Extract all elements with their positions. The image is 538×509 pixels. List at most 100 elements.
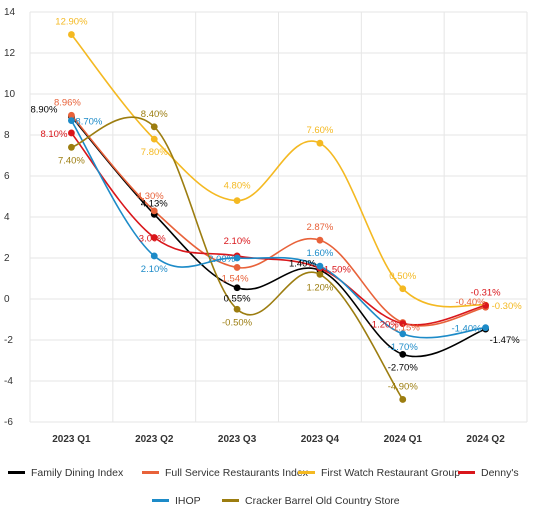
data-label: -4.90% [388,381,419,392]
data-label: -1.40% [451,324,482,335]
data-labels: 8.90% 4.13% 0.55% 1.40% -2.70% -1.47% 8.96% 4.3… [30,17,522,393]
data-point[interactable] [399,396,407,403]
data-point[interactable] [68,129,75,137]
x-axis-ticks: 2023 Q1 2023 Q2 2023 Q3 2023 Q4 2024 Q1 2024 … [52,434,505,445]
data-point[interactable] [150,207,158,215]
legend-item[interactable]: Denny's [458,467,519,479]
x-tick-label: 2023 Q1 [52,434,91,445]
data-label: 7.40% [58,155,85,166]
data-label: 2.10% [141,264,168,275]
legend-item[interactable]: IHOP [152,495,201,507]
data-label: -0.40% [455,297,486,308]
data-label: 8.90% [30,105,57,116]
data-point[interactable] [150,234,158,241]
data-label: -1.47% [490,335,521,346]
legend-label: First Watch Restaurant Group [321,467,460,479]
y-tick-label: -6 [4,417,13,428]
legend-swatch [298,471,315,474]
y-tick-label: -4 [4,376,13,387]
y-tick-label: -2 [4,335,13,346]
y-tick-label: 0 [4,294,10,305]
data-label: 4.80% [224,181,251,192]
data-label: 1.60% [306,248,333,259]
data-label: 3.00% [139,234,166,245]
legend-label: Denny's [481,467,519,479]
data-label: -0.30% [492,301,523,312]
data-label: 1.20% [306,282,333,293]
legend[interactable]: Family Dining Index Full Service Restaura… [8,467,519,507]
data-point[interactable] [68,143,75,151]
data-point[interactable] [399,285,407,293]
data-point[interactable] [399,320,407,327]
data-point[interactable] [316,271,324,278]
data-point[interactable] [399,330,407,338]
data-point[interactable] [150,135,158,143]
y-axis-ticks: 14 12 10 8 6 4 2 0 -2 -4 -6 [4,7,16,428]
y-tick-label: 4 [4,212,10,223]
data-label: 7.60% [306,125,333,136]
legend-item[interactable]: Family Dining Index [8,467,124,479]
data-label: 7.80% [141,147,168,158]
legend-label: IHOP [175,495,201,507]
data-label: 1.50% [324,264,351,275]
data-label: 8.10% [40,129,67,140]
data-point[interactable] [233,305,241,313]
data-point[interactable] [233,197,241,205]
data-label: -1.20% [369,320,400,331]
data-label: 12.90% [55,17,88,28]
data-label: 4.30% [137,191,164,202]
data-point[interactable] [233,264,241,271]
series-points [68,31,489,403]
data-label: 2.87% [306,222,333,233]
data-label: 1.54% [222,273,249,284]
series-line [70,132,486,326]
data-point[interactable] [316,139,324,147]
legend-label: Full Service Restaurants Index [165,467,309,479]
data-label: 0.50% [389,271,416,282]
legend-swatch [8,471,25,474]
y-tick-label: 2 [4,253,10,264]
data-label: 2.00% [208,254,235,265]
grid-layer [29,11,528,423]
y-tick-label: 6 [4,171,10,182]
legend-swatch [142,471,159,474]
data-point[interactable] [68,111,75,119]
data-label: -1.70% [388,342,419,353]
x-tick-label: 2024 Q2 [466,434,505,445]
data-point[interactable] [233,254,241,262]
data-label: 2.10% [224,236,251,247]
x-tick-label: 2023 Q3 [218,434,257,445]
x-tick-label: 2023 Q2 [135,434,174,445]
legend-item[interactable]: First Watch Restaurant Group [298,467,460,479]
data-point[interactable] [68,117,75,125]
data-label: -0.50% [222,317,253,328]
data-point[interactable] [150,123,158,131]
legend-swatch [458,471,475,474]
legend-label: Family Dining Index [31,467,124,479]
legend-item[interactable]: Full Service Restaurants Index [142,467,309,479]
legend-item[interactable]: Cracker Barrel Old Country Store [222,495,400,507]
legend-swatch [222,499,239,502]
x-tick-label: 2024 Q1 [384,434,423,445]
data-label: -2.70% [388,362,419,373]
data-label: -1.15% [390,323,421,334]
data-point[interactable] [316,236,324,244]
data-label: 8.96% [54,97,81,108]
data-point[interactable] [399,350,407,358]
data-point[interactable] [233,284,241,292]
legend-label: Cracker Barrel Old Country Store [245,495,400,507]
data-point[interactable] [68,31,75,38]
data-label: 0.55% [224,294,251,305]
data-label: 1.40% [289,258,316,269]
data-label: 4.13% [141,198,168,209]
legend-swatch [152,499,169,502]
data-label: -0.31% [471,287,502,298]
x-tick-label: 2023 Q4 [301,434,340,445]
y-tick-label: 10 [4,89,16,100]
data-point[interactable] [482,324,489,332]
data-point[interactable] [150,252,158,260]
y-tick-label: 12 [4,48,16,59]
data-point[interactable] [316,262,324,270]
data-point[interactable] [482,301,489,309]
